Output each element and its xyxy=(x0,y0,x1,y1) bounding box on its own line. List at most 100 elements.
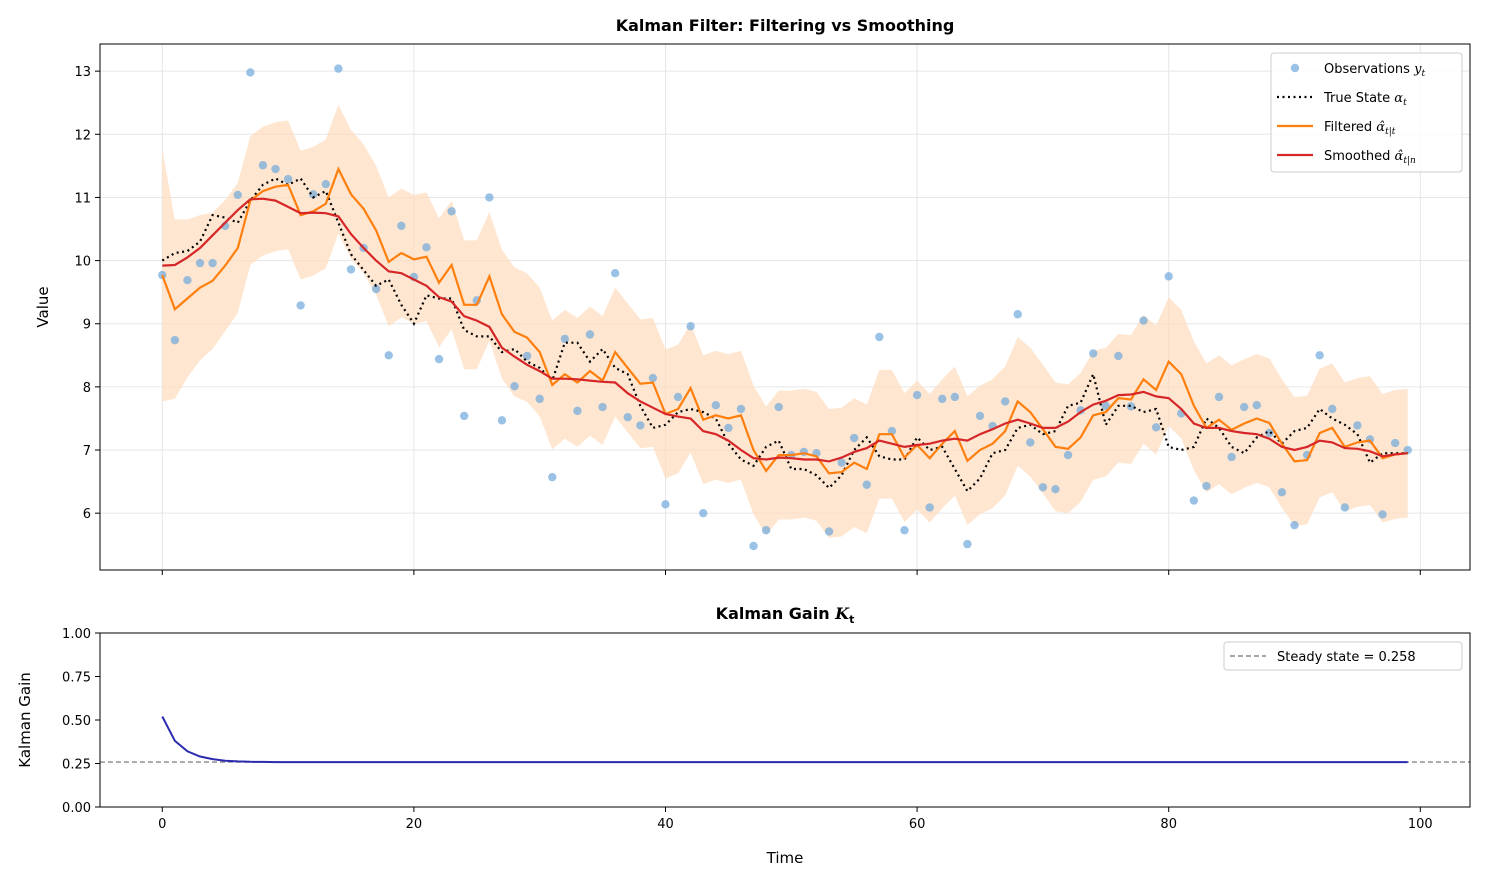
observation-point xyxy=(623,412,632,422)
observation-point xyxy=(384,351,393,360)
observation-point xyxy=(1089,349,1098,358)
filtered-confidence-band xyxy=(162,104,1408,538)
observation-point xyxy=(1277,488,1287,497)
observation-point xyxy=(749,541,758,551)
top-y-tick-label: 11 xyxy=(74,191,91,206)
observation-point xyxy=(296,301,305,310)
legend-box xyxy=(1270,52,1463,173)
bottom-x-tick-label: 100 xyxy=(1408,817,1433,832)
observation-point xyxy=(711,400,721,410)
observation-point xyxy=(1151,423,1161,432)
observation-point xyxy=(875,332,884,342)
kalman-gain-line xyxy=(161,716,1408,764)
observation-point xyxy=(283,174,293,184)
observation-point xyxy=(1126,402,1136,411)
top-chart-title: Kalman Filter: Filtering vs Smoothing xyxy=(616,16,955,35)
observation-point xyxy=(824,527,834,536)
observation-point xyxy=(447,207,456,216)
observation-point xyxy=(1252,400,1261,410)
observation-point xyxy=(610,269,620,278)
observation-point xyxy=(246,68,255,77)
top-legend: Observations yt True State αt Filtered α̂t… xyxy=(1270,52,1463,173)
observation-point xyxy=(938,394,947,404)
observation-point xyxy=(309,190,318,199)
true-state-line xyxy=(161,177,1408,493)
observation-point xyxy=(1290,520,1299,530)
observation-point xyxy=(1114,351,1123,361)
observation-point xyxy=(636,421,645,430)
bottom-x-tick-label: 20 xyxy=(406,817,423,832)
observation-point xyxy=(686,322,695,331)
bottom-plot: 0 20 40 60 80 100 0.00 0.25 0.50 0.75 1.00 Steady s… xyxy=(62,627,1471,832)
top-plot: 6 7 8 9 10 11 12 13 Observations yt True State αt… xyxy=(74,43,1471,575)
observation-point xyxy=(497,416,507,425)
observation-point xyxy=(849,433,859,443)
bottom-x-tick-label: 0 xyxy=(158,817,166,832)
observation-point xyxy=(673,392,683,402)
observation-point xyxy=(699,508,708,518)
observation-point xyxy=(736,404,746,414)
observation-point xyxy=(397,221,406,231)
observation-point xyxy=(535,394,544,404)
observation-point xyxy=(170,335,180,345)
legend-label-steady: Steady state = 0.258 xyxy=(1277,650,1416,665)
observation-point xyxy=(1000,397,1010,406)
observation-point xyxy=(648,373,658,383)
bottom-y-tick-label: 1.00 xyxy=(62,627,91,642)
bottom-chart-title: Kalman Gain Kt xyxy=(716,604,855,626)
legend-label: Observations yt xyxy=(1324,62,1425,79)
observation-point xyxy=(371,284,381,294)
observation-point xyxy=(1026,438,1035,447)
observation-point xyxy=(1378,510,1387,519)
top-y-tick-label: 13 xyxy=(74,65,91,80)
observation-point xyxy=(208,258,217,268)
top-y-tick-label: 10 xyxy=(74,255,91,270)
observation-point xyxy=(1227,452,1236,462)
bottom-y-tick-label: 0.75 xyxy=(62,671,91,686)
observation-point xyxy=(925,503,934,512)
bottom-y-tick-label: 0.00 xyxy=(62,801,91,816)
top-axes-frame xyxy=(99,43,1471,571)
observation-point xyxy=(195,258,205,268)
observation-point xyxy=(1353,421,1362,430)
observation-point xyxy=(1063,450,1073,460)
bottom-x-tick-label: 40 xyxy=(657,817,674,832)
legend-label: Filtered α̂t|t xyxy=(1324,120,1396,137)
observation-point xyxy=(1403,445,1412,455)
filtered-line xyxy=(161,166,1408,475)
observation-point xyxy=(560,334,570,344)
observation-point xyxy=(573,406,582,416)
bottom-x-tick-label: 80 xyxy=(1160,817,1177,832)
observation-point xyxy=(1239,402,1249,412)
smoothed-line xyxy=(162,197,1408,463)
top-y-tick-label: 12 xyxy=(74,128,91,143)
observation-point xyxy=(1390,438,1400,448)
observation-point xyxy=(585,330,595,339)
top-y-tick-label: 6 xyxy=(83,507,91,522)
bottom-y-tick-label: 0.50 xyxy=(62,714,91,729)
observation-point xyxy=(761,526,771,535)
observation-point xyxy=(460,411,469,421)
observation-point xyxy=(346,265,356,274)
observation-point xyxy=(271,164,280,174)
observation-point xyxy=(1202,481,1211,491)
observation-point xyxy=(485,193,494,202)
legend-box xyxy=(1223,641,1463,671)
observation-point xyxy=(183,275,192,285)
observation-point xyxy=(1051,484,1060,494)
bottom-axes-frame xyxy=(99,632,1471,808)
observation-point xyxy=(661,500,670,509)
top-y-axis-label: Value xyxy=(34,286,52,327)
observation-point xyxy=(1315,351,1324,360)
observation-point xyxy=(321,179,331,189)
legend-marker-observations xyxy=(1290,63,1300,73)
observation-point xyxy=(1164,272,1173,281)
observation-point xyxy=(1139,316,1148,325)
observation-point xyxy=(1189,496,1199,505)
x-axis-label: Time xyxy=(766,849,804,867)
observation-point xyxy=(837,458,846,467)
observation-point xyxy=(233,190,242,200)
top-y-tick-label: 7 xyxy=(83,444,91,459)
bottom-y-tick-label: 0.25 xyxy=(62,758,91,773)
